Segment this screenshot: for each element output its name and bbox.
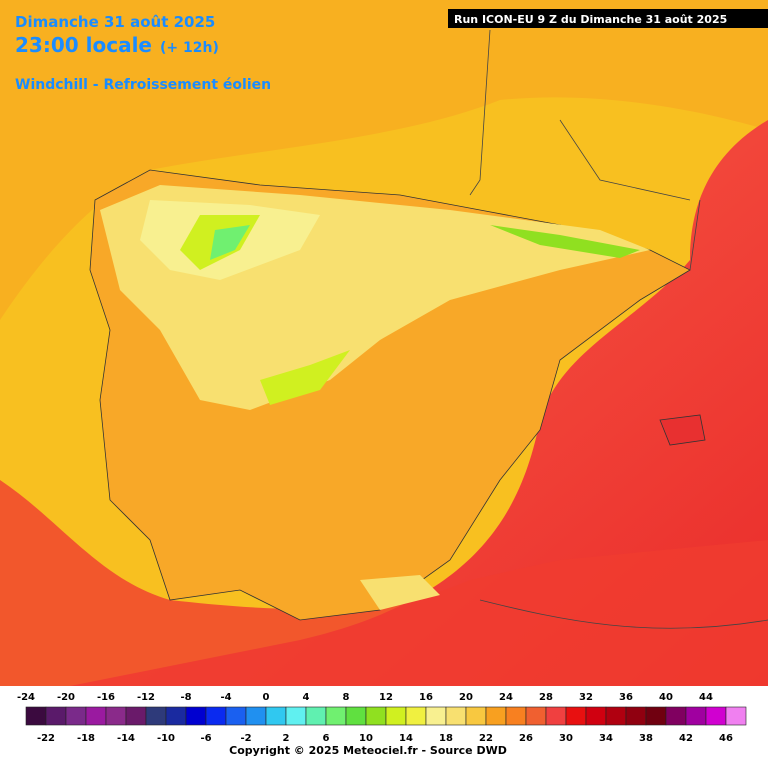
legend-swatch [185, 706, 207, 726]
north-sea-area [0, 0, 768, 320]
legend-swatch [385, 706, 407, 726]
legend-label: 4 [303, 692, 310, 703]
run: Run ICON-EU 9 Z du Dimanche 31 août 2025 [454, 13, 727, 26]
legend-swatch [265, 706, 287, 726]
legend-label: -24 [17, 692, 35, 703]
borders [469, 29, 701, 271]
legend-label: 36 [619, 692, 633, 703]
mountain-cold-zone [210, 225, 250, 260]
legend-swatch [305, 706, 327, 726]
legend-swatch [65, 706, 87, 726]
pyrenees-zone [490, 225, 640, 258]
time: 23:00 locale [15, 33, 152, 57]
date: Dimanche 31 août 2025 [15, 13, 215, 31]
legend-swatch [665, 706, 687, 726]
island [659, 414, 706, 446]
legend-label: -16 [97, 692, 115, 703]
legend-swatch [625, 706, 647, 726]
legend-label: 2 [283, 733, 290, 744]
legend-label: 10 [359, 733, 373, 744]
legend-swatch [685, 706, 707, 726]
sierra-zone [360, 575, 440, 610]
legend-label: 24 [499, 692, 513, 703]
legend-swatch [25, 706, 47, 726]
legend-box [0, 686, 768, 768]
legend-label: 46 [719, 733, 733, 744]
legend-label: 16 [419, 692, 433, 703]
lead: (+ 12h) [160, 40, 219, 56]
legend-label: 12 [379, 692, 393, 703]
legend-swatch [165, 706, 187, 726]
copyright: Copyright © 2025 Meteociel.fr - Source D… [229, 744, 507, 757]
legend-label: 40 [659, 692, 673, 703]
legend-swatch [425, 706, 447, 726]
legend-label: 34 [599, 733, 613, 744]
legend-swatch [125, 706, 147, 726]
africa-coast [479, 599, 768, 629]
legend-swatch [505, 706, 527, 726]
legend-swatch [705, 706, 727, 726]
legend-label: -2 [240, 733, 251, 744]
legend-label: 32 [579, 692, 593, 703]
legend-swatch [205, 706, 227, 726]
legend-swatch [485, 706, 507, 726]
legend-swatch [85, 706, 107, 726]
legend-swatch [605, 706, 627, 726]
legend-label: -14 [117, 733, 135, 744]
legend-swatch [225, 706, 247, 726]
run-box [448, 9, 768, 28]
legend-label: -10 [157, 733, 175, 744]
legend-label: -6 [200, 733, 211, 744]
legend-label: 38 [639, 733, 653, 744]
legend-label: -20 [57, 692, 75, 703]
parameter: Windchill - Refroissement éolien [15, 77, 271, 93]
legend-label: -18 [77, 733, 95, 744]
legend-label: 28 [539, 692, 553, 703]
legend-swatch [325, 706, 347, 726]
legend-label: -12 [137, 692, 155, 703]
legend-label: 20 [459, 692, 473, 703]
legend-swatch [285, 706, 307, 726]
legend-label: 8 [343, 692, 350, 703]
legend-label: 6 [323, 733, 330, 744]
legend-swatch [645, 706, 667, 726]
legend-label: -4 [220, 692, 231, 703]
legend-swatch [465, 706, 487, 726]
legend-label: 18 [439, 733, 453, 744]
legend-swatch [145, 706, 167, 726]
legend-swatch [525, 706, 547, 726]
legend-swatch [725, 706, 747, 726]
legend-swatch [565, 706, 587, 726]
legend-label: 42 [679, 733, 693, 744]
legend-label: 22 [479, 733, 493, 744]
legend-swatch [585, 706, 607, 726]
legend-swatch [405, 706, 427, 726]
legend-swatch [105, 706, 127, 726]
legend-label: -22 [37, 733, 55, 744]
legend-label: 44 [699, 692, 713, 703]
legend-label: 14 [399, 733, 413, 744]
central-range-zone [260, 350, 350, 405]
legend-swatch [365, 706, 387, 726]
legend-swatch [445, 706, 467, 726]
legend-swatch [45, 706, 67, 726]
legend-label: 30 [559, 733, 573, 744]
legend-swatch [545, 706, 567, 726]
legend-label: 26 [519, 733, 533, 744]
legend-label: -8 [180, 692, 191, 703]
legend-swatch [345, 706, 367, 726]
legend-label: 0 [263, 692, 270, 703]
legend-swatch [245, 706, 267, 726]
